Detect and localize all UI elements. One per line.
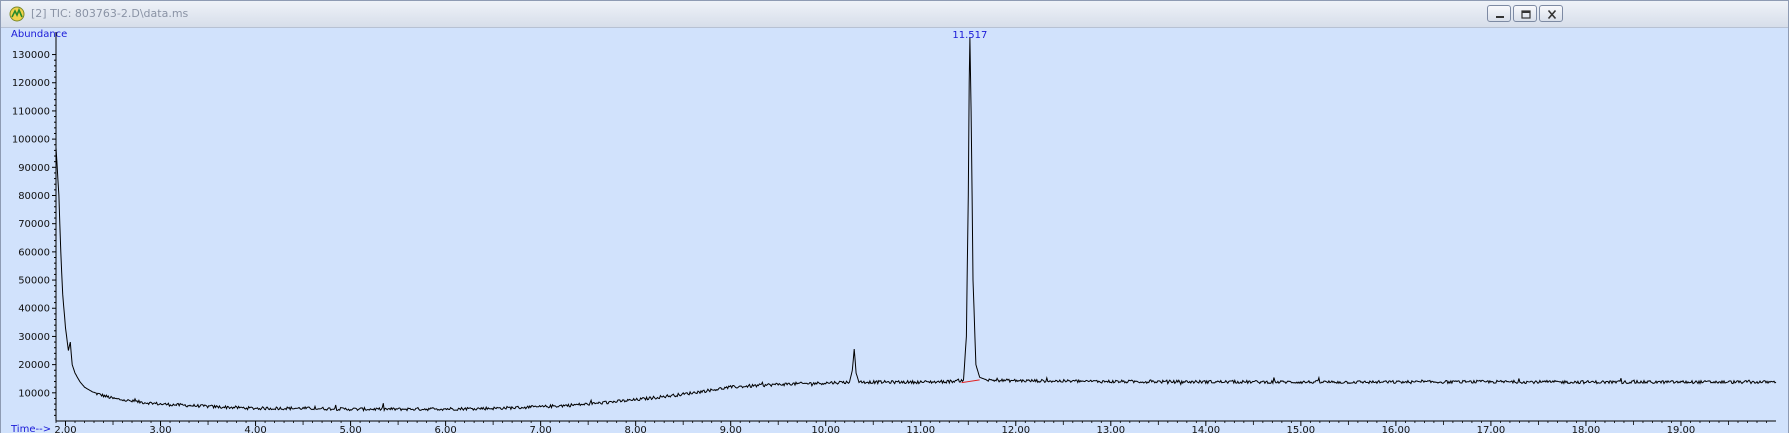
x-tick-label: 19.00 bbox=[1667, 425, 1696, 433]
peak-label: 11.517 bbox=[952, 30, 987, 41]
x-tick-label: 12.00 bbox=[1001, 425, 1030, 433]
window-titlebar[interactable]: [2] TIC: 803763-2.D\data.ms bbox=[1, 1, 1788, 28]
tic-trace-line[interactable] bbox=[55, 37, 1777, 413]
chromatogram-app-icon bbox=[9, 6, 25, 22]
x-tick-label: 7.00 bbox=[530, 425, 552, 433]
x-tick-label: 5.00 bbox=[339, 425, 361, 433]
y-tick-label: 10000 bbox=[18, 388, 50, 399]
y-tick-label: 110000 bbox=[12, 106, 50, 117]
y-tick-label: 80000 bbox=[18, 191, 50, 202]
x-tick-label: 6.00 bbox=[434, 425, 456, 433]
y-tick-label: 70000 bbox=[18, 219, 50, 230]
y-tick-label: 60000 bbox=[18, 247, 50, 258]
minimize-button[interactable] bbox=[1487, 5, 1511, 22]
restore-icon bbox=[1521, 10, 1531, 19]
y-axis-title: Abundance bbox=[11, 29, 67, 40]
x-tick-label: 3.00 bbox=[149, 425, 171, 433]
y-tick-label: 130000 bbox=[12, 50, 50, 61]
x-tick-label: 15.00 bbox=[1287, 425, 1316, 433]
x-tick-label: 9.00 bbox=[720, 425, 742, 433]
y-tick-label: 40000 bbox=[18, 304, 50, 315]
x-tick-label: 18.00 bbox=[1572, 425, 1601, 433]
x-tick-label: 16.00 bbox=[1382, 425, 1411, 433]
close-icon bbox=[1547, 9, 1557, 20]
x-tick-label: 13.00 bbox=[1096, 425, 1125, 433]
x-tick-label: 11.00 bbox=[906, 425, 935, 433]
minimize-icon bbox=[1496, 16, 1504, 18]
x-tick-label: 8.00 bbox=[625, 425, 647, 433]
y-tick-label: 90000 bbox=[18, 163, 50, 174]
x-tick-label: 4.00 bbox=[244, 425, 266, 433]
x-tick-label: 10.00 bbox=[811, 425, 840, 433]
y-tick-label: 50000 bbox=[18, 276, 50, 287]
x-tick-label: 2.00 bbox=[54, 425, 76, 433]
window-title: [2] TIC: 803763-2.D\data.ms bbox=[31, 7, 189, 20]
x-tick-label: 17.00 bbox=[1477, 425, 1506, 433]
y-tick-label: 120000 bbox=[12, 78, 50, 89]
restore-button[interactable] bbox=[1513, 5, 1537, 22]
x-tick-label: 14.00 bbox=[1192, 425, 1221, 433]
chromatogram-chart[interactable]: Abundance Time--> 10000 20000 30000 40000 50… bbox=[1, 28, 1788, 433]
peak-baseline-marker bbox=[961, 379, 980, 384]
close-button[interactable] bbox=[1539, 5, 1563, 22]
y-tick-label: 20000 bbox=[18, 360, 50, 371]
y-tick-label: 100000 bbox=[12, 135, 50, 146]
x-axis-title: Time--> bbox=[10, 424, 51, 433]
plot-area-background bbox=[1, 28, 1788, 433]
y-tick-label: 30000 bbox=[18, 332, 50, 343]
